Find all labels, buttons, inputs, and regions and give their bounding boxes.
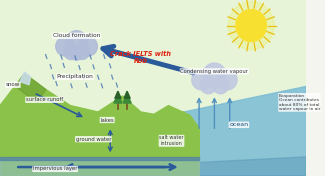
Circle shape (213, 77, 228, 94)
Text: Crack IELTS with
Rob: Crack IELTS with Rob (111, 51, 171, 64)
Text: Condensing water vapour: Condensing water vapour (180, 69, 248, 74)
Circle shape (56, 37, 74, 56)
Polygon shape (15, 74, 46, 102)
Polygon shape (115, 91, 121, 98)
Circle shape (203, 63, 226, 87)
Circle shape (79, 37, 98, 56)
Circle shape (236, 10, 266, 42)
Text: ocean: ocean (229, 122, 249, 127)
Text: Cloud formation: Cloud formation (53, 33, 100, 38)
Text: Impervious layer: Impervious layer (33, 166, 77, 171)
Circle shape (64, 44, 78, 59)
Polygon shape (0, 74, 199, 176)
Circle shape (200, 77, 216, 94)
Bar (0, 158, 199, 176)
Text: Evaporation
Ocean contributes
about 80% of total
water vapour in air: Evaporation Ocean contributes about 80% … (279, 93, 320, 111)
Polygon shape (20, 72, 31, 85)
Polygon shape (184, 86, 306, 176)
Circle shape (75, 44, 89, 59)
Circle shape (217, 70, 237, 90)
Text: Precipitation: Precipitation (57, 74, 93, 79)
Polygon shape (123, 93, 131, 103)
Circle shape (66, 31, 88, 54)
Polygon shape (124, 91, 130, 98)
Bar (0, 157, 199, 160)
Polygon shape (147, 106, 199, 176)
Polygon shape (114, 93, 122, 103)
Text: surface runoff: surface runoff (26, 97, 63, 102)
Text: lakes: lakes (100, 118, 114, 122)
Circle shape (192, 70, 211, 90)
Polygon shape (184, 157, 306, 176)
Text: salt water
intrusion: salt water intrusion (159, 135, 184, 146)
Circle shape (228, 2, 274, 50)
Text: ground water: ground water (76, 137, 111, 142)
Circle shape (71, 47, 83, 60)
Text: snow: snow (6, 82, 20, 87)
